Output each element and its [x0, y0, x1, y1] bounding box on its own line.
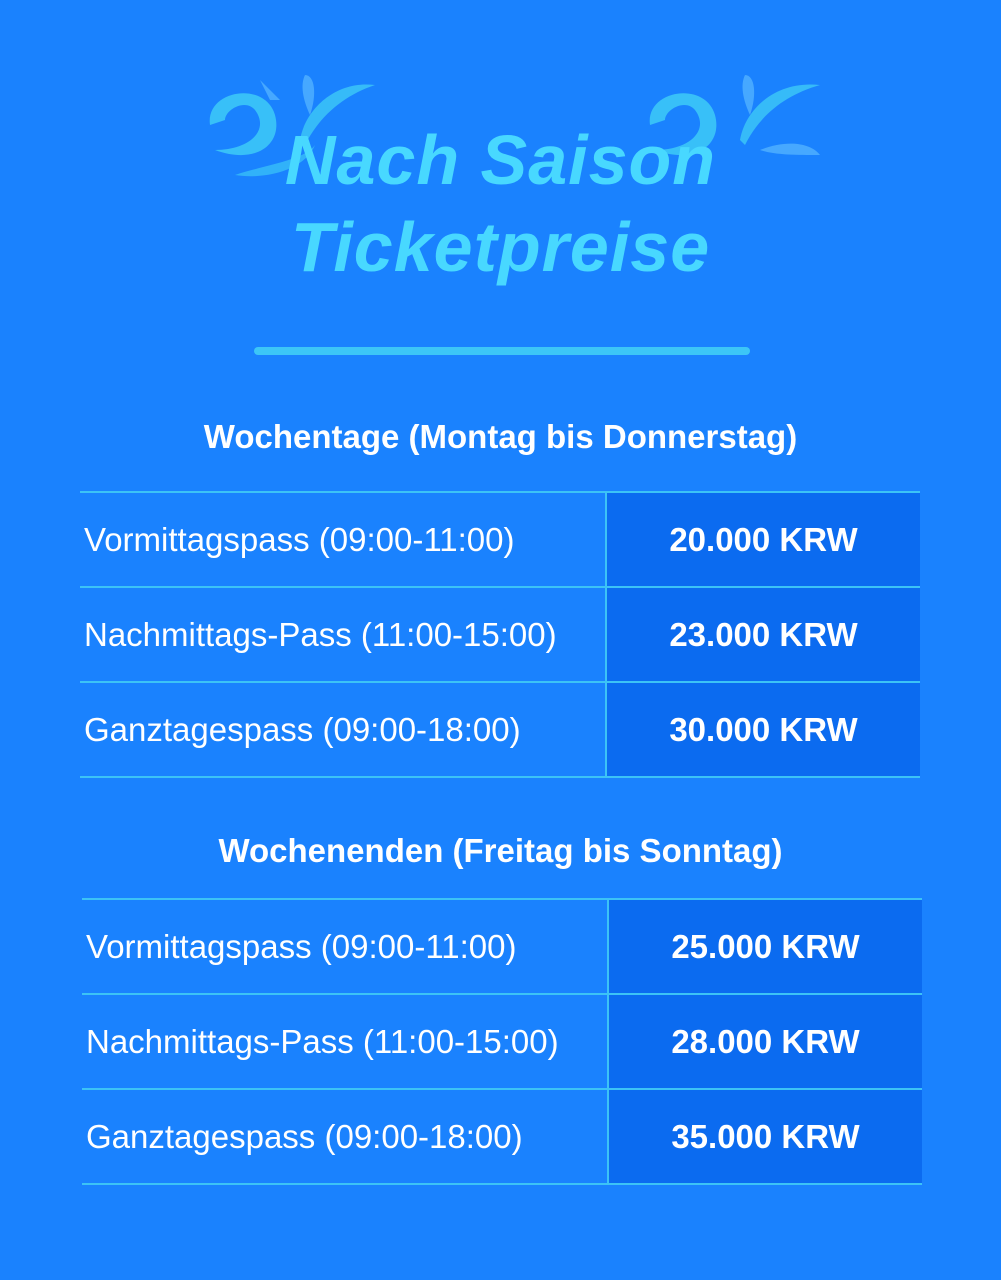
table-row: Ganztagespass (09:00-18:00) 35.000 KRW — [82, 1088, 922, 1185]
section-heading-weekends: Wochenenden (Freitag bis Sonntag) — [218, 832, 783, 869]
table-row: Vormittagspass (09:00-11:00) 20.000 KRW — [80, 491, 920, 588]
water-splash-icon — [209, 75, 375, 177]
ticket-price: 30.000 KRW — [606, 681, 920, 778]
price-table-weekdays: Vormittagspass (09:00-11:00) 20.000 KRW N… — [80, 491, 920, 778]
ticket-name: Nachmittags-Pass (11:00-15:00) — [80, 586, 607, 683]
title-line-2: Ticketpreise — [290, 208, 711, 286]
ticket-name: Ganztagespass (09:00-18:00) — [80, 681, 607, 778]
ticket-name: Vormittagspass (09:00-11:00) — [82, 898, 609, 995]
ticket-price: 25.000 KRW — [608, 898, 922, 995]
ticket-price: 20.000 KRW — [606, 491, 920, 588]
title-line-1: Nach Saison — [284, 121, 717, 199]
table-row: Nachmittags-Pass (11:00-15:00) 28.000 KRW — [82, 993, 922, 1090]
title-divider — [254, 347, 750, 355]
section-heading-weekdays: Wochentage (Montag bis Donnerstag) — [203, 418, 798, 455]
table-row: Ganztagespass (09:00-18:00) 30.000 KRW — [80, 681, 920, 778]
ticket-name: Vormittagspass (09:00-11:00) — [80, 491, 607, 588]
ticket-name: Ganztagespass (09:00-18:00) — [82, 1088, 609, 1185]
ticket-price: 28.000 KRW — [608, 993, 922, 1090]
water-splash-icon — [649, 75, 820, 156]
table-row: Nachmittags-Pass (11:00-15:00) 23.000 KRW — [80, 586, 920, 683]
table-row: Vormittagspass (09:00-11:00) 25.000 KRW — [82, 898, 922, 995]
ticket-name: Nachmittags-Pass (11:00-15:00) — [82, 993, 609, 1090]
ticket-price: 35.000 KRW — [608, 1088, 922, 1185]
ticket-price: 23.000 KRW — [606, 586, 920, 683]
price-table-weekends: Vormittagspass (09:00-11:00) 25.000 KRW N… — [82, 898, 922, 1185]
